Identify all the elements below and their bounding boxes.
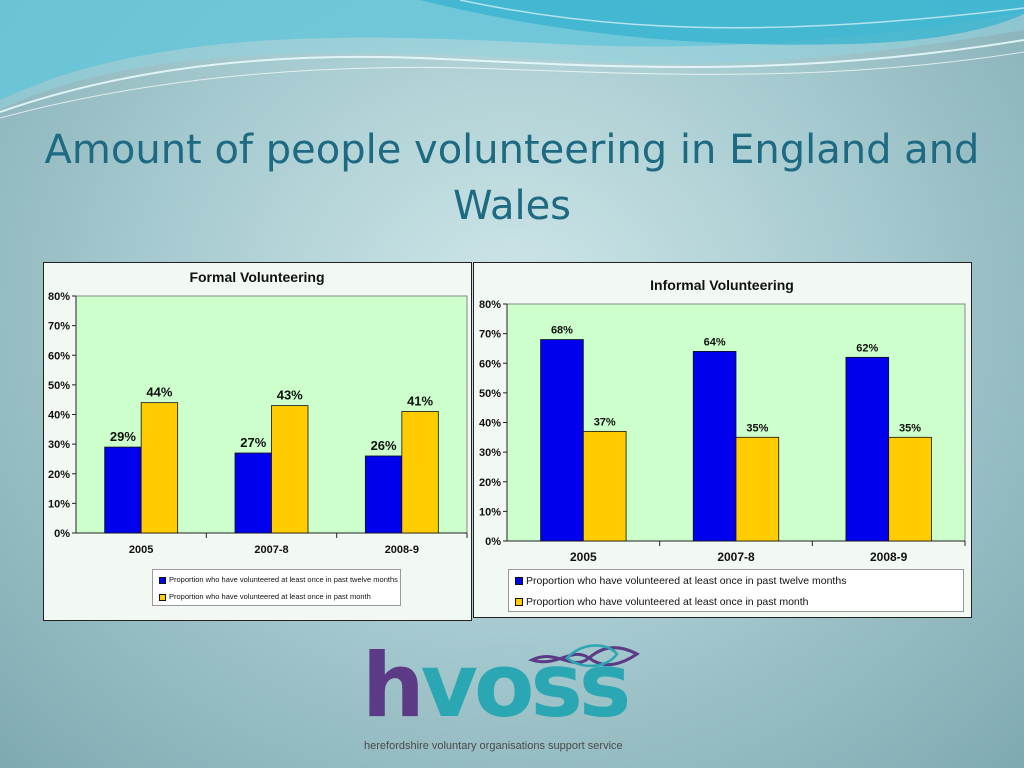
hvoss-logo: hvoss herefordshire voluntary organisati… [362,638,642,758]
formal-legend-item: Proportion who have volunteered at least… [159,592,371,601]
formal-bar [401,411,439,534]
informal-bar [888,436,932,542]
formal-y-tick-label: 50% [48,380,70,392]
formal-legend-label: Proportion who have volunteered at least… [169,592,371,601]
formal-y-tick-label: 0% [54,528,70,540]
formal-bar [140,402,179,534]
formal-legend-swatch [159,576,166,584]
logo-wordmark: hvoss [362,638,631,734]
informal-data-label: 62% [856,342,878,354]
formal-data-label: 26% [371,438,397,453]
formal-data-label: 41% [407,394,433,409]
informal-y-tick-label: 40% [479,418,501,430]
informal-data-label: 64% [704,336,726,348]
formal-legend-swatch [159,593,166,601]
informal-y-tick-label: 30% [479,447,501,459]
formal-y-tick-label: 40% [48,410,70,422]
formal-y-tick-label: 80% [48,291,70,303]
informal-bar [735,436,780,542]
informal-bar [692,351,737,542]
informal-bar [582,430,627,542]
formal-legend-label: Proportion who have volunteered at least… [169,575,398,584]
slide-title: Amount of people volunteering in England… [44,127,980,229]
formal-data-label: 44% [146,385,172,400]
formal-x-tick-label: 2005 [129,544,153,556]
informal-data-label: 35% [746,422,768,434]
formal-data-label: 43% [277,388,303,403]
formal-bar [364,455,403,534]
formal-data-label: 27% [240,435,266,450]
informal-x-tick-label: 2005 [570,550,597,564]
informal-data-label: 37% [594,416,616,428]
informal-legend-label: Proportion who have volunteered at least… [526,596,809,608]
informal-chart-svg: Informal Volunteering 0% 10% 20% 30% 40% 50% 60… [479,277,966,564]
informal-y-tick-label: 60% [479,358,501,370]
logo-tagline: herefordshire voluntary organisations su… [364,740,623,752]
informal-chart-title: Informal Volunteering [650,277,794,293]
formal-data-label: 29% [110,429,136,444]
informal-legend-label: Proportion who have volunteered at least… [526,575,847,587]
informal-y-tick-label: 20% [479,477,501,489]
formal-y-tick-label: 10% [48,498,70,510]
informal-x-tick-label: 2007-8 [717,550,755,564]
informal-y-tick-label: 10% [479,506,501,518]
formal-x-tick-label: 2008-9 [385,544,419,556]
informal-legend-swatch [515,598,523,607]
informal-y-tick-label: 80% [479,299,501,311]
formal-chart-title: Formal Volunteering [189,269,324,285]
informal-data-label: 35% [899,422,921,434]
informal-data-label: 68% [551,325,573,337]
informal-y-tick-label: 70% [479,329,501,341]
formal-x-tick-label: 2007-8 [254,544,288,556]
informal-x-tick-label: 2008-9 [870,550,908,564]
formal-volunteering-chart: Formal Volunteering 0% 10% 20% 30% 40% 50% 60% 7… [43,262,472,621]
logo-h: h [362,634,425,737]
informal-legend-swatch [515,577,523,586]
formal-y-tick-label: 20% [48,469,70,481]
formal-y-tick-label: 30% [48,439,70,451]
formal-bar [234,452,272,534]
header-waves [0,0,1024,119]
formal-bar [271,405,309,534]
informal-legend-item: Proportion who have volunteered at least… [515,596,809,608]
informal-volunteering-chart: Informal Volunteering 0% 10% 20% 30% 40% 50% 60… [473,262,972,618]
infinity-loop-icon [527,644,640,667]
formal-y-tick-label: 70% [48,321,70,333]
informal-y-tick-label: 0% [485,536,501,548]
formal-legend-item: Proportion who have volunteered at least… [159,575,398,584]
informal-bar [845,356,890,542]
informal-chart-legend: Proportion who have volunteered at least… [508,569,964,612]
informal-legend-item: Proportion who have volunteered at least… [515,575,846,587]
formal-chart-svg: Formal Volunteering 0% 10% 20% 30% 40% 50% 60% 7… [48,269,468,556]
formal-chart-legend: Proportion who have volunteered at least… [152,569,401,606]
informal-y-tick-label: 50% [479,388,501,400]
formal-y-tick-label: 60% [48,350,70,362]
informal-bar [540,339,584,542]
formal-bar [104,446,142,534]
